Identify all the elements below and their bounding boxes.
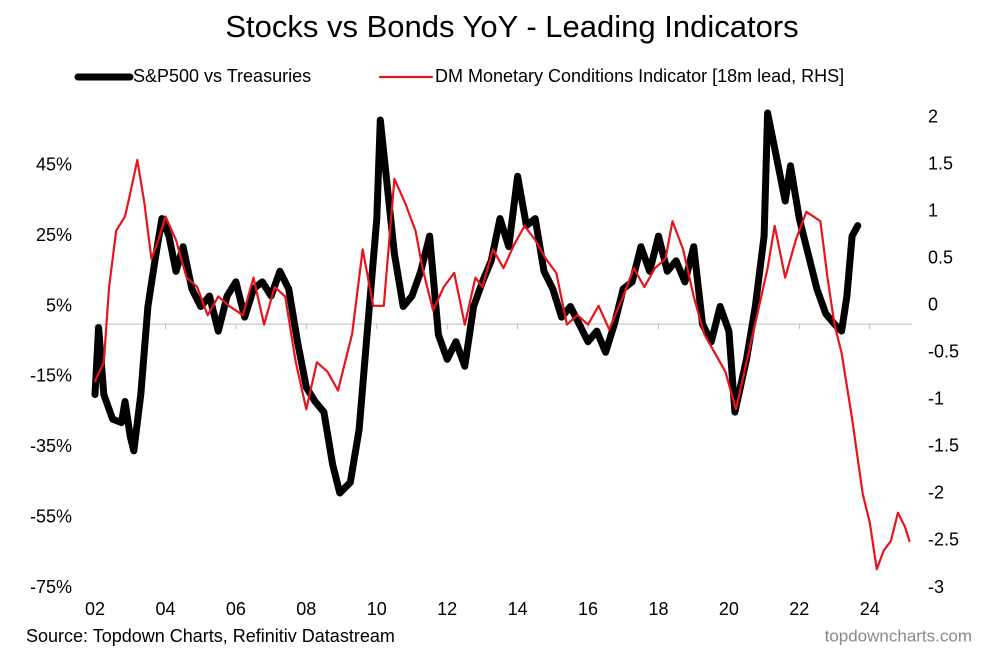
y-tick-label: -75% <box>30 577 72 597</box>
y-tick-label: -15% <box>30 366 72 386</box>
y-tick-label: 25% <box>36 225 72 245</box>
y2-tick-label: -0.5 <box>928 342 959 362</box>
y-tick-label: -55% <box>30 506 72 526</box>
x-tick-label: 22 <box>789 599 809 619</box>
x-tick-label: 10 <box>367 599 387 619</box>
y2-tick-label: 1 <box>928 201 938 221</box>
y2-tick-label: 0.5 <box>928 248 953 268</box>
source: Source: Topdown Charts, Refinitiv Datast… <box>26 626 395 646</box>
x-tick-label: 12 <box>437 599 457 619</box>
x-tick-label: 04 <box>155 599 175 619</box>
legend-label: DM Monetary Conditions Indicator [18m le… <box>435 66 844 86</box>
watermark: topdowncharts.com <box>825 626 972 645</box>
series-line <box>93 158 911 571</box>
y-tick-label: 45% <box>36 155 72 175</box>
y2-tick-label: -3 <box>928 577 944 597</box>
y2-tick-label: -1 <box>928 389 944 409</box>
y2-tick-label: -1.5 <box>928 436 959 456</box>
x-tick-label: 02 <box>85 599 105 619</box>
x-tick-label: 20 <box>719 599 739 619</box>
x-tick-label: 24 <box>860 599 880 619</box>
x-tick-label: 08 <box>296 599 316 619</box>
y-tick-label: 5% <box>46 295 72 315</box>
x-tick-label: 14 <box>508 599 528 619</box>
x-tick-label: 16 <box>578 599 598 619</box>
y2-tick-label: 0 <box>928 295 938 315</box>
series-line <box>91 109 862 497</box>
legend-label: S&P500 vs Treasuries <box>133 66 311 86</box>
chart-title: Stocks vs Bonds YoY - Leading Indicators <box>225 9 798 44</box>
x-tick-label: 06 <box>226 599 246 619</box>
y2-tick-label: -2.5 <box>928 530 959 550</box>
y2-tick-label: -2 <box>928 483 944 503</box>
y2-tick-label: 1.5 <box>928 153 953 173</box>
y-tick-label: -35% <box>30 436 72 456</box>
y2-tick-label: 2 <box>928 106 938 126</box>
x-tick-label: 18 <box>648 599 668 619</box>
